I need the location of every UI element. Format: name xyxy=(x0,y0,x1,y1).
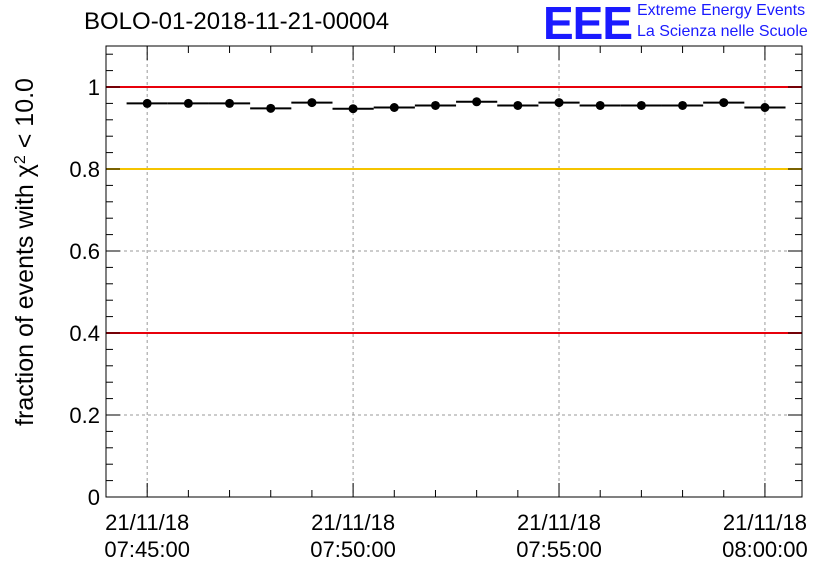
y-axis-label-tail: < 10.0 xyxy=(11,78,39,155)
data-point xyxy=(332,104,374,114)
data-points xyxy=(126,97,786,114)
data-point xyxy=(538,98,580,108)
marker xyxy=(307,98,317,108)
data-point xyxy=(456,97,498,107)
data-point xyxy=(661,100,704,110)
plot-frame xyxy=(105,45,803,498)
marker xyxy=(513,100,523,110)
plot-border xyxy=(105,45,803,498)
y-tick-label: 0.6 xyxy=(69,239,100,264)
x-tick-label-time: 07:45:00 xyxy=(104,537,190,562)
logo-text-line2: La Scienza nelle Scuole xyxy=(637,23,808,40)
data-point xyxy=(414,100,457,110)
data-point xyxy=(703,98,745,108)
data-point xyxy=(126,98,168,108)
eee-logo: EEE xyxy=(543,0,633,49)
x-tick-label-time: 08:00:00 xyxy=(722,537,808,562)
y-tick-label: 1 xyxy=(88,75,100,100)
reference-lines xyxy=(106,86,802,334)
marker xyxy=(430,100,440,110)
y-tick-label: 0.8 xyxy=(69,157,100,182)
x-tick-label-date: 21/11/18 xyxy=(723,510,807,535)
x-tick-label-time: 07:55:00 xyxy=(516,537,602,562)
y-axis: 0 0.2 0.4 0.6 0.8 1 xyxy=(69,53,802,510)
marker xyxy=(595,100,605,110)
marker xyxy=(225,98,235,108)
marker xyxy=(636,100,646,110)
marker xyxy=(554,98,564,108)
data-point xyxy=(579,100,621,110)
grid-lines xyxy=(106,46,802,497)
data-point xyxy=(167,98,209,108)
y-axis-label: fraction of events with χ2 < 10.0 xyxy=(11,78,39,426)
data-point xyxy=(744,103,786,112)
x-tick-label-time: 07:50:00 xyxy=(310,537,396,562)
y-axis-label-main: fraction of events with χ xyxy=(11,164,39,426)
marker xyxy=(389,103,399,112)
x-tick-label-date: 21/11/18 xyxy=(105,510,189,535)
data-point xyxy=(373,103,415,112)
chart-title: BOLO-01-2018-11-21-00004 xyxy=(84,8,390,35)
x-tick-label-date: 21/11/18 xyxy=(517,510,601,535)
y-tick-label: 0.2 xyxy=(69,403,100,428)
data-point xyxy=(250,103,292,113)
y-axis-label-sup: 2 xyxy=(12,155,29,164)
data-point xyxy=(620,100,662,110)
data-point xyxy=(497,100,539,110)
marker xyxy=(719,98,729,108)
marker xyxy=(760,103,770,112)
data-point xyxy=(291,98,333,108)
y-tick-label: 0.4 xyxy=(69,321,100,346)
marker xyxy=(266,103,276,113)
marker xyxy=(678,100,688,110)
data-point xyxy=(208,98,251,108)
marker xyxy=(183,98,193,108)
marker xyxy=(348,104,358,114)
logo-text-line1: Extreme Energy Events xyxy=(637,2,806,19)
x-axis: 21/11/1807:45:0021/11/1807:50:0021/11/18… xyxy=(104,46,808,562)
x-tick-label-date: 21/11/18 xyxy=(311,510,395,535)
marker xyxy=(142,98,152,108)
marker xyxy=(472,97,482,107)
y-tick-label: 0 xyxy=(88,485,100,510)
